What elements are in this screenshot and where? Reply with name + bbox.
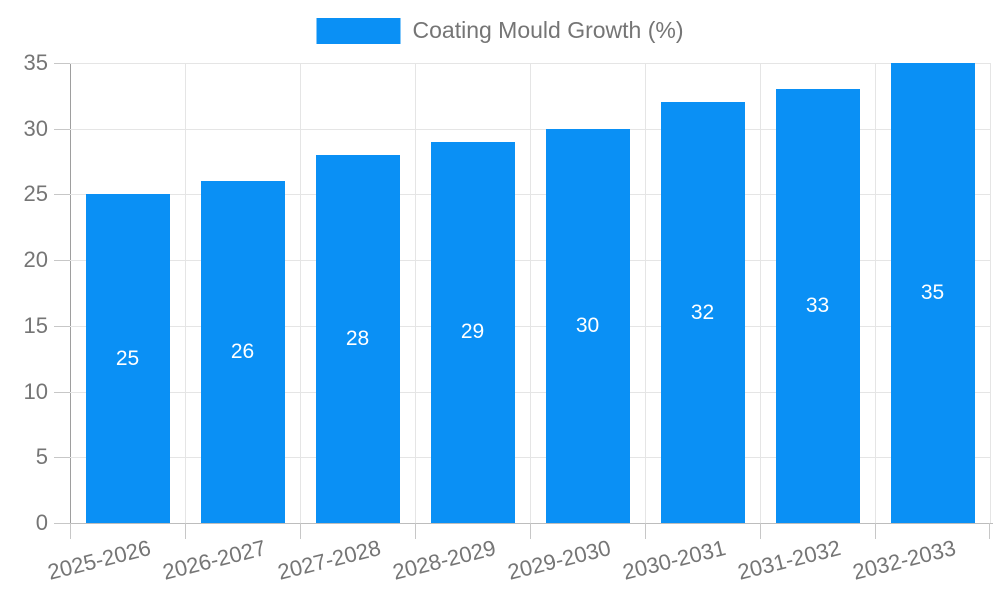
v-gridline [990, 63, 991, 523]
x-tick-mark [645, 523, 646, 539]
bar-2026-2027[interactable]: 26 [200, 181, 285, 523]
v-gridline [415, 63, 416, 523]
y-tick-mark [54, 457, 70, 459]
y-tick-label: 30 [23, 115, 48, 141]
y-tick-label: 5 [35, 444, 48, 470]
y-tick-mark [54, 260, 70, 262]
x-tick-label: 2032-2033 [850, 535, 959, 585]
x-tick-mark [415, 523, 416, 539]
bar-2030-2031[interactable]: 32 [660, 102, 745, 523]
x-tick-label: 2030-2031 [620, 535, 729, 585]
x-tick-mark [989, 523, 990, 539]
legend-label: Coating Mould Growth (%) [412, 17, 684, 43]
v-gridline [645, 63, 646, 523]
bar-value-label: 28 [345, 327, 370, 350]
x-tick-mark [185, 523, 186, 539]
bar-value-label: 26 [230, 340, 255, 364]
y-tick-label: 20 [23, 247, 48, 273]
v-gridline [530, 63, 531, 523]
y-tick-label: 10 [23, 378, 48, 404]
x-tick-label: 2025-2026 [45, 535, 154, 585]
h-gridline [70, 523, 993, 524]
bar-2025-2026[interactable]: 25 [85, 194, 170, 523]
y-tick-mark [54, 63, 70, 64]
y-axis-line [70, 63, 71, 539]
y-tick-mark [54, 391, 70, 393]
y-tick-mark [54, 523, 70, 524]
y-tick-mark [54, 194, 70, 196]
y-axis-tick-labels: 0 5 10 15 20 25 30 35 [0, 50, 48, 535]
bar-value-label: 35 [920, 281, 945, 304]
v-gridline [760, 63, 761, 523]
y-tick-mark [54, 325, 70, 327]
x-tick-mark [70, 523, 71, 539]
x-tick-mark [530, 523, 531, 539]
bar-2031-2032[interactable]: 33 [775, 89, 860, 523]
bar-2029-2030[interactable]: 30 [545, 128, 630, 523]
y-tick-label: 0 [35, 510, 48, 535]
y-tick-label: 25 [23, 181, 48, 207]
plot-area: 25 2025-2026 26 2026-2027 28 2027-2028 29 2028-… [45, 63, 993, 585]
bar-value-label: 25 [115, 346, 140, 370]
v-gridline [185, 63, 186, 523]
bar-value-label: 29 [460, 320, 485, 344]
y-tick-mark [54, 128, 70, 130]
x-tick-mark [300, 523, 301, 539]
y-tick-label: 35 [23, 50, 48, 75]
y-tick-label: 15 [23, 312, 48, 338]
x-tick-label: 2028-2029 [390, 535, 499, 585]
x-tick-mark [760, 523, 761, 539]
x-tick-label: 2027-2028 [275, 535, 384, 585]
x-tick-label: 2031-2032 [735, 535, 844, 585]
x-tick-label: 2026-2027 [160, 535, 269, 585]
bar-value-label: 33 [805, 294, 830, 318]
bar-2028-2029[interactable]: 29 [430, 141, 515, 523]
legend-swatch-icon [316, 17, 401, 44]
bar-2032-2033[interactable]: 35 [890, 63, 975, 523]
v-gridline [875, 63, 876, 523]
legend[interactable]: Coating Mould Growth (%) [316, 17, 684, 44]
bar-value-label: 30 [575, 313, 600, 337]
x-tick-mark [875, 523, 876, 539]
x-tick-label: 2029-2030 [505, 535, 614, 585]
bar-value-label: 32 [690, 300, 715, 324]
v-gridline [300, 63, 301, 523]
bar-2027-2028[interactable]: 28 [315, 155, 400, 523]
